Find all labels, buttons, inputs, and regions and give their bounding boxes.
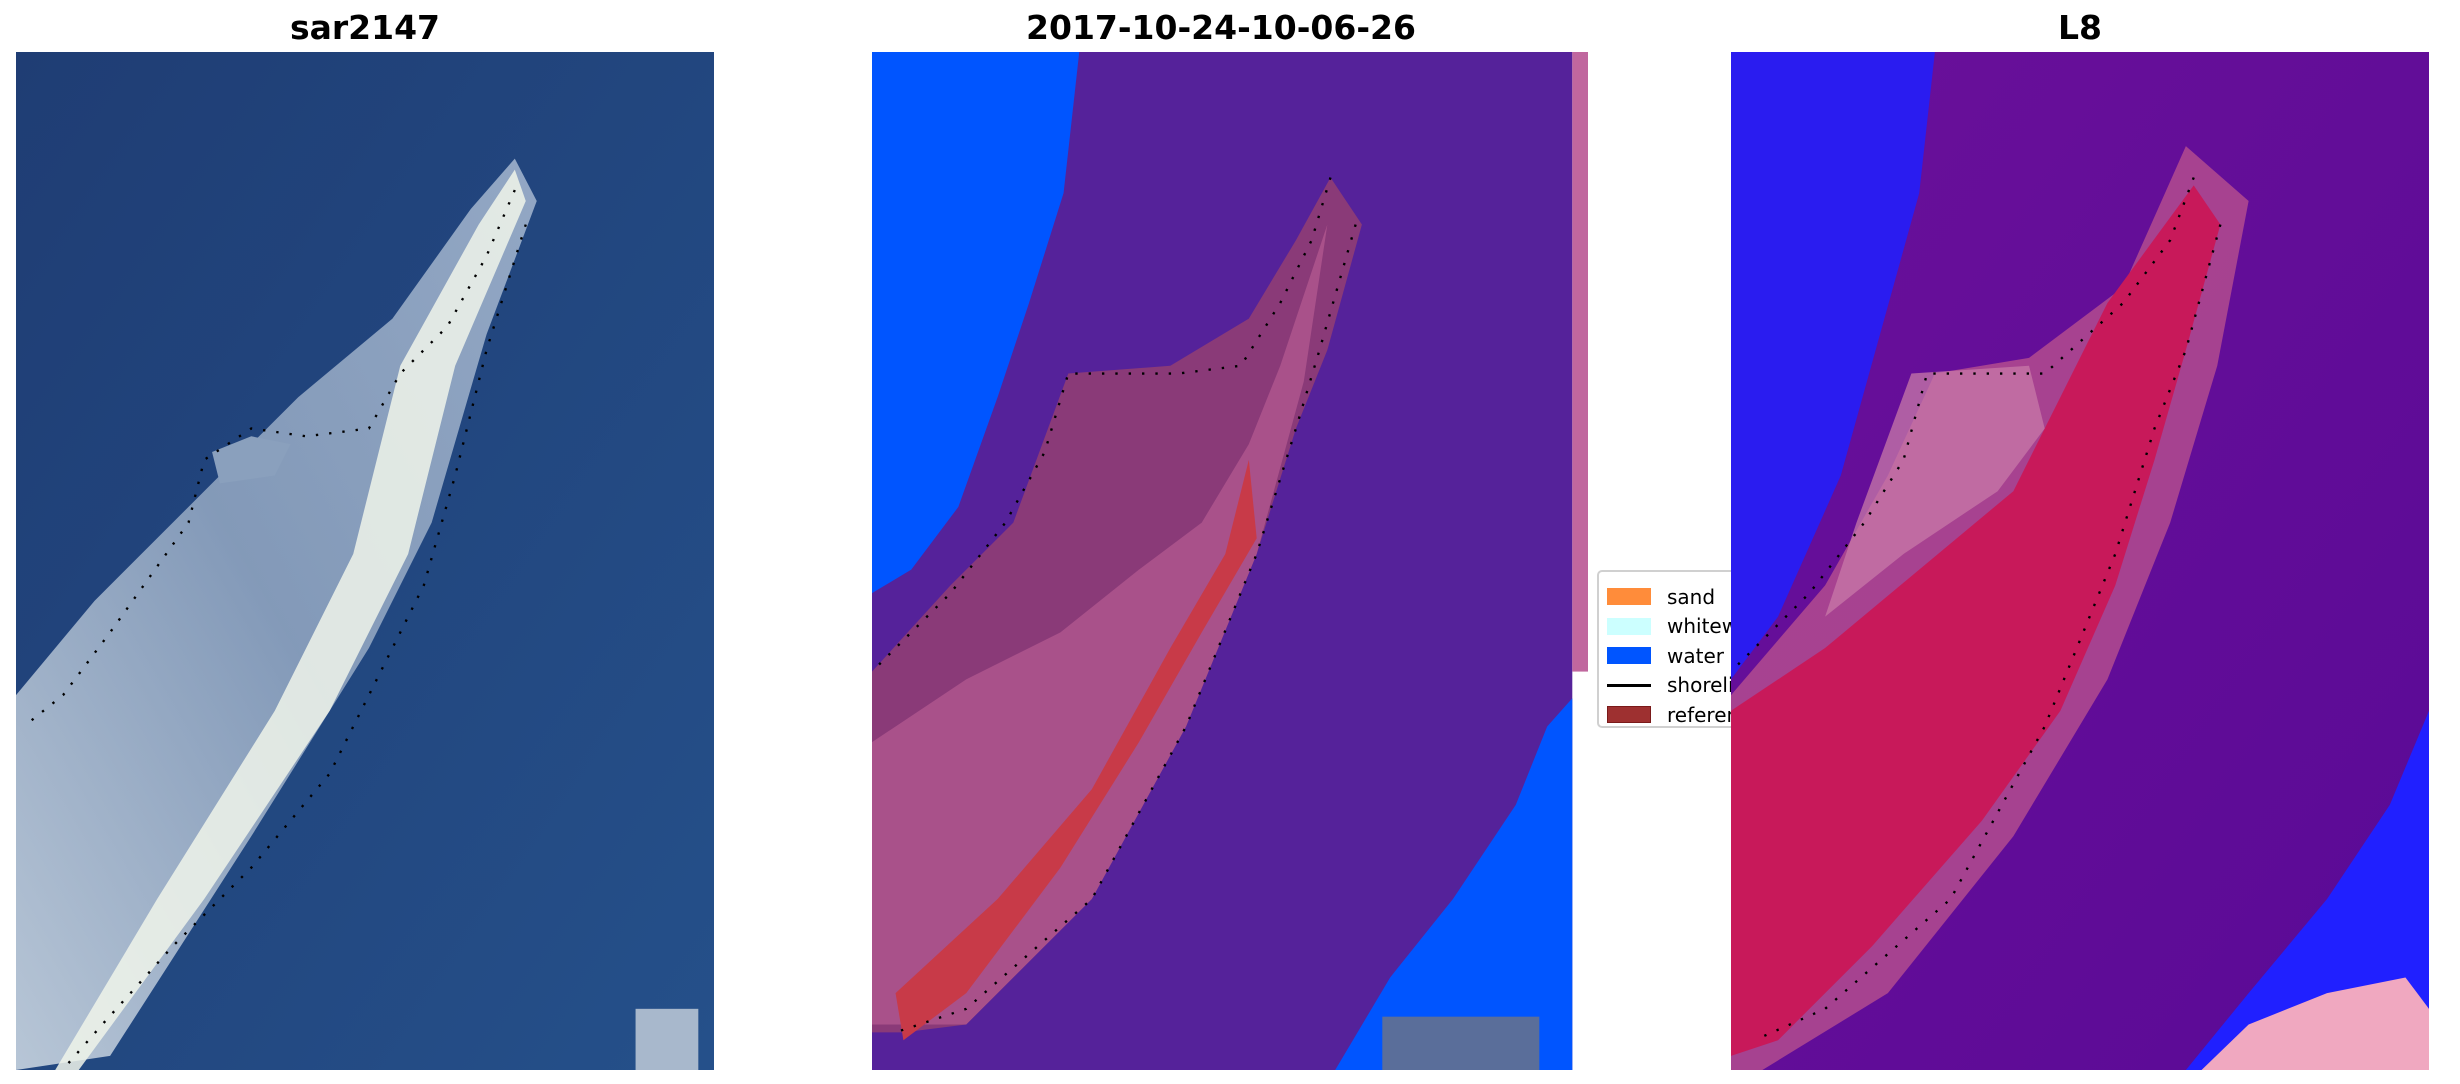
islet bbox=[212, 436, 291, 484]
sand-swatch bbox=[1607, 588, 1651, 606]
whitewater-swatch bbox=[1607, 617, 1651, 635]
bright-patch bbox=[2201, 977, 2429, 1070]
water-region bbox=[1731, 52, 1935, 680]
shoreline bbox=[1754, 224, 2222, 1042]
bright-beach bbox=[55, 169, 526, 1070]
pale-land bbox=[1825, 365, 2045, 617]
legend-item-sand: sand bbox=[1607, 582, 1795, 612]
shoreline-line bbox=[1607, 683, 1651, 687]
l8-image-panel bbox=[1731, 52, 2429, 1070]
land-area bbox=[1731, 185, 2221, 1056]
water-region bbox=[1335, 698, 1573, 1070]
panel-title-sar: sar2147 bbox=[289, 8, 441, 47]
water-swatch bbox=[1607, 647, 1651, 665]
classified-image-panel bbox=[872, 52, 1588, 1070]
bottom-texture bbox=[1382, 1016, 1540, 1070]
bottom-bright bbox=[635, 1008, 699, 1070]
legend-label: sand bbox=[1667, 584, 1716, 609]
reference-swatch bbox=[1607, 706, 1651, 724]
legend-label: water bbox=[1667, 643, 1724, 668]
panel-title-date: 2017-10-24-10-06-26 bbox=[1026, 8, 1416, 47]
legend-item-water: water bbox=[1607, 641, 1795, 671]
water-region bbox=[2185, 710, 2429, 1070]
reference-band bbox=[895, 459, 1257, 1041]
edge-strip bbox=[1572, 52, 1588, 672]
shoreline bbox=[23, 189, 516, 728]
water-region bbox=[872, 52, 1080, 594]
land-lighter bbox=[872, 224, 1328, 1025]
panel-title-l8: L8 bbox=[2058, 8, 2102, 47]
sar-image-panel bbox=[16, 52, 714, 1070]
